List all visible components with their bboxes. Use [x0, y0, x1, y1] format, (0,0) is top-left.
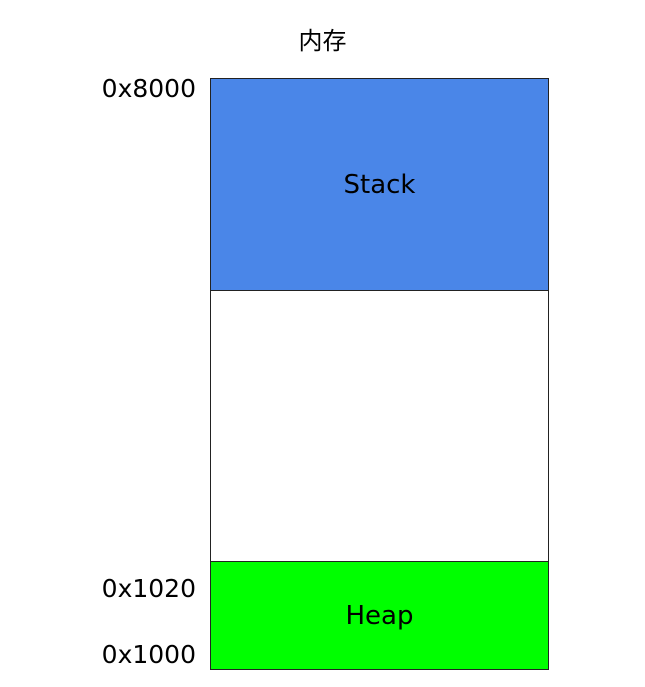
heap-segment: Heap	[211, 561, 548, 669]
stack-segment: Stack	[211, 79, 548, 291]
heap-label: Heap	[345, 600, 414, 631]
address-label-heap-bottom: 0x1000	[101, 640, 196, 669]
memory-title: 内存	[298, 27, 347, 55]
memory-block: Stack Heap	[210, 78, 549, 670]
address-label-top: 0x8000	[101, 74, 196, 103]
free-segment	[211, 291, 548, 561]
address-label-heap-top: 0x1020	[101, 574, 196, 603]
stack-label: Stack	[343, 169, 416, 200]
